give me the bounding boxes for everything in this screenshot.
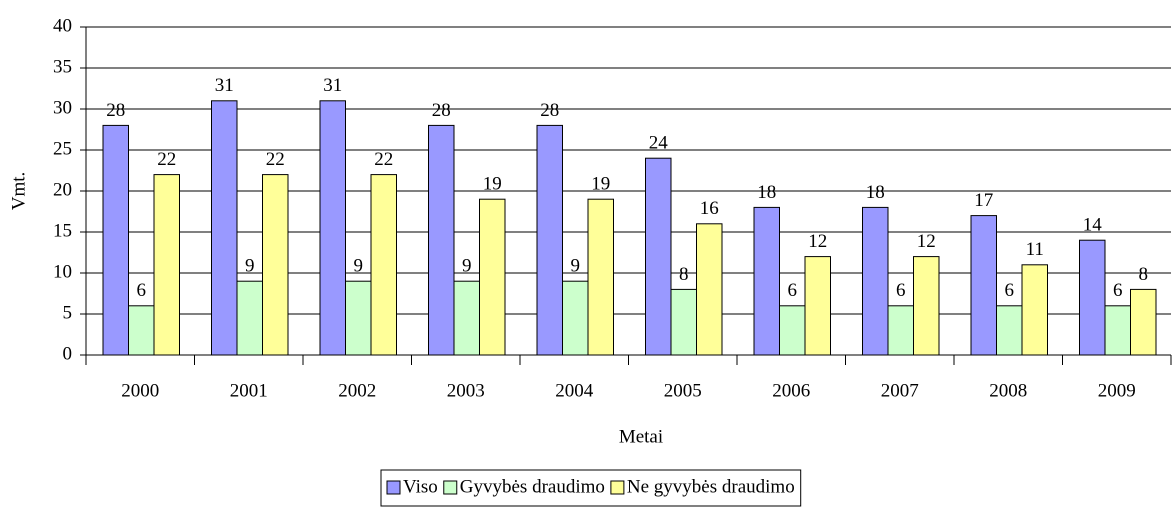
data-label: 22 [374,149,393,170]
legend-label: Ne gyvybės draudimo [627,476,795,497]
bar [262,174,289,356]
data-label: 9 [245,256,255,277]
data-label: 19 [591,174,610,195]
data-label: 18 [866,182,885,203]
bar [370,174,397,356]
legend-swatch [443,480,458,495]
bar [319,100,346,356]
x-tick-label: 2004 [555,380,594,401]
bar [753,206,780,356]
data-label: 9 [462,256,472,277]
bar [128,305,155,356]
legend-swatch [610,480,625,495]
bar [102,124,129,356]
bar [153,174,180,356]
y-axis-label: Vmt. [8,172,29,211]
data-label: 6 [1005,280,1015,301]
data-label: 9 [354,256,364,277]
bar [862,206,889,356]
bar [645,157,672,356]
bar [779,305,806,356]
data-label: 9 [571,256,581,277]
data-label: 6 [788,280,798,301]
x-tick-label: 2003 [447,380,485,401]
data-label: 8 [679,264,689,285]
data-label: 14 [1083,215,1103,236]
x-axis-label: Metai [619,426,663,447]
bar [804,256,831,356]
data-label: 12 [917,231,936,252]
y-tick-label: 40 [53,15,72,36]
data-label: 28 [106,100,125,121]
data-label: 28 [540,100,559,121]
data-label: 24 [649,133,669,154]
y-tick-label: 30 [53,97,72,118]
data-label: 16 [700,198,719,219]
bar [1130,288,1157,356]
bar [1104,305,1131,356]
x-tick-label: 2002 [338,380,376,401]
data-label: 6 [896,280,906,301]
bar [670,288,697,356]
x-tick-label: 2009 [1098,380,1136,401]
data-label: 18 [757,182,776,203]
data-label: 17 [974,190,993,211]
y-tick-label: 0 [63,343,73,364]
y-tick-label: 10 [53,261,72,282]
data-label: 11 [1026,239,1044,260]
bar [696,223,723,356]
data-label: 6 [137,280,147,301]
data-label: 19 [483,174,502,195]
y-tick-label: 25 [53,138,72,159]
bar [428,124,455,356]
data-label: 28 [432,100,451,121]
bar [913,256,940,356]
data-label: 31 [215,75,234,96]
x-tick-label: 2006 [772,380,810,401]
y-tick-label: 35 [53,56,72,77]
data-label: 6 [1113,280,1123,301]
legend-swatch [386,480,401,495]
bar [970,215,997,356]
bar [479,198,506,356]
legend-label: Viso [403,476,438,497]
data-label: 12 [808,231,827,252]
bar [236,280,263,356]
y-tick-label: 5 [63,302,73,323]
x-tick-label: 2007 [881,380,919,401]
y-tick-label: 20 [53,179,72,200]
data-label: 31 [323,75,342,96]
y-tick-label: 15 [53,220,72,241]
data-label: 22 [266,149,285,170]
x-tick-label: 2001 [230,380,268,401]
bar [453,280,480,356]
bar [562,280,589,356]
x-tick-label: 2005 [664,380,702,401]
bar [345,280,372,356]
data-label: 22 [157,149,176,170]
bar [887,305,914,356]
bar [1021,264,1048,356]
bar [587,198,614,356]
bar [1079,239,1106,356]
x-tick-label: 2008 [989,380,1027,401]
bar [211,100,238,356]
x-tick-label: 2000 [121,380,159,401]
legend-label: Gyvybės draudimo [460,476,605,497]
bar [536,124,563,356]
data-label: 8 [1139,264,1149,285]
bar [996,305,1023,356]
